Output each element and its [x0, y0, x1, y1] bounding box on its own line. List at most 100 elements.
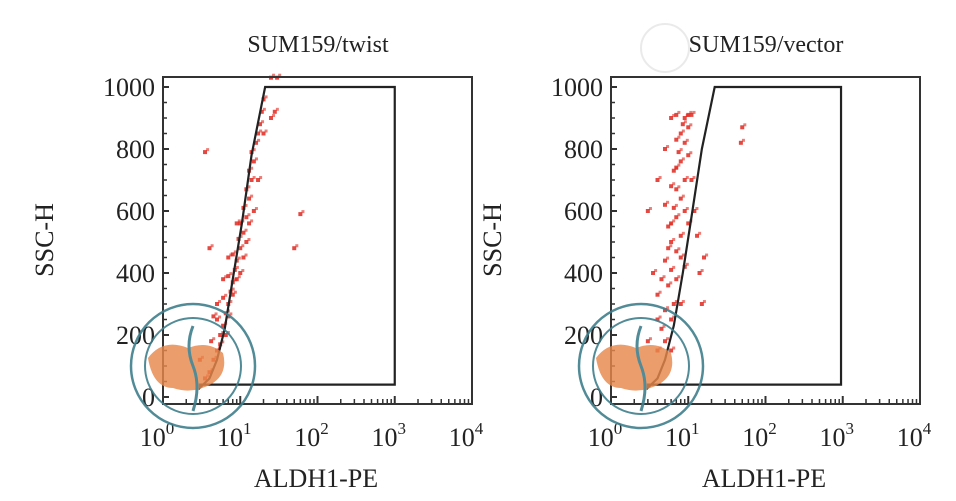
data-point — [666, 283, 671, 288]
data-point — [229, 253, 233, 257]
data-point — [244, 203, 248, 207]
data-point — [678, 233, 683, 238]
data-point — [223, 333, 228, 337]
data-point — [666, 246, 671, 251]
data-point — [250, 194, 254, 198]
data-point — [672, 114, 676, 118]
data-point — [686, 221, 691, 226]
data-point — [218, 300, 222, 304]
data-point — [678, 159, 683, 164]
watermark-seal-logo — [129, 302, 257, 430]
plot-title: SUM159/twist — [247, 32, 389, 58]
data-point — [685, 207, 689, 211]
data-point — [221, 295, 226, 300]
data-point — [230, 292, 235, 297]
data-point — [689, 123, 693, 127]
data-point — [256, 131, 261, 136]
data-point — [681, 300, 685, 304]
x-tick-label: 102 — [742, 419, 777, 452]
gate-polygon — [646, 85, 843, 391]
data-point — [677, 213, 681, 217]
data-point — [686, 112, 691, 117]
data-point — [241, 269, 245, 273]
y-tick-label: 400 — [116, 259, 155, 288]
x-axis-label: ALDH1-PE — [254, 464, 378, 493]
seal-outer-ring — [577, 302, 705, 430]
data-point — [674, 137, 679, 142]
seal-outer-ring — [129, 302, 257, 430]
data-point — [677, 110, 681, 114]
data-point — [648, 337, 652, 341]
data-point — [229, 300, 233, 304]
data-point — [669, 116, 674, 120]
data-point — [678, 131, 683, 136]
data-point — [251, 159, 256, 164]
data-point — [237, 275, 241, 279]
data-point — [682, 178, 687, 182]
x-tick-label: 101 — [665, 419, 700, 452]
watermark-seal-logo — [577, 302, 705, 430]
y-tick-label: 800 — [564, 135, 603, 164]
data-point — [272, 114, 276, 118]
data-point — [671, 168, 676, 173]
data-point — [662, 147, 667, 151]
data-point — [259, 176, 263, 180]
data-point — [244, 253, 248, 257]
data-point — [292, 246, 297, 251]
data-point — [686, 153, 691, 158]
x-tick-label: 103 — [820, 419, 855, 452]
data-point — [669, 240, 674, 244]
data-point — [235, 265, 239, 269]
data-point — [698, 231, 702, 235]
data-point — [241, 230, 246, 235]
data-point — [238, 246, 243, 251]
data-point — [674, 215, 679, 220]
data-point — [247, 185, 251, 189]
data-point — [247, 238, 251, 242]
data-point — [677, 163, 681, 167]
data-point — [658, 176, 662, 180]
data-point — [250, 219, 254, 223]
data-point — [702, 300, 706, 304]
data-point — [682, 140, 687, 145]
data-point — [234, 277, 239, 282]
data-point — [678, 255, 683, 260]
data-point — [238, 221, 243, 226]
data-point — [234, 221, 239, 226]
data-point — [680, 122, 685, 127]
data-point — [655, 317, 660, 322]
data-point — [669, 348, 674, 353]
data-point — [259, 109, 264, 114]
data-point — [203, 150, 208, 155]
data-point — [238, 271, 243, 275]
data-point — [218, 315, 222, 319]
data-point — [241, 255, 246, 260]
data-point — [681, 253, 685, 257]
data-point — [206, 148, 210, 152]
data-point — [738, 140, 743, 145]
data-point — [214, 317, 219, 322]
data-point — [741, 138, 745, 142]
data-point — [662, 339, 667, 344]
data-point — [212, 337, 216, 341]
seal-inner-ring — [592, 317, 690, 415]
y-tick-label: 800 — [116, 135, 155, 164]
data-point — [655, 178, 660, 182]
data-point — [239, 234, 243, 238]
data-point — [233, 250, 237, 254]
data-point — [682, 209, 687, 213]
data-point — [272, 73, 276, 77]
data-point — [666, 200, 670, 204]
data-point — [662, 275, 666, 279]
data-point — [252, 176, 256, 180]
data-point — [229, 272, 233, 276]
data-point — [672, 219, 676, 223]
data-point — [672, 346, 676, 350]
y-tick-label: 600 — [564, 197, 603, 226]
x-tick-label: 103 — [372, 419, 407, 452]
data-point — [264, 129, 268, 133]
data-point — [211, 314, 216, 319]
